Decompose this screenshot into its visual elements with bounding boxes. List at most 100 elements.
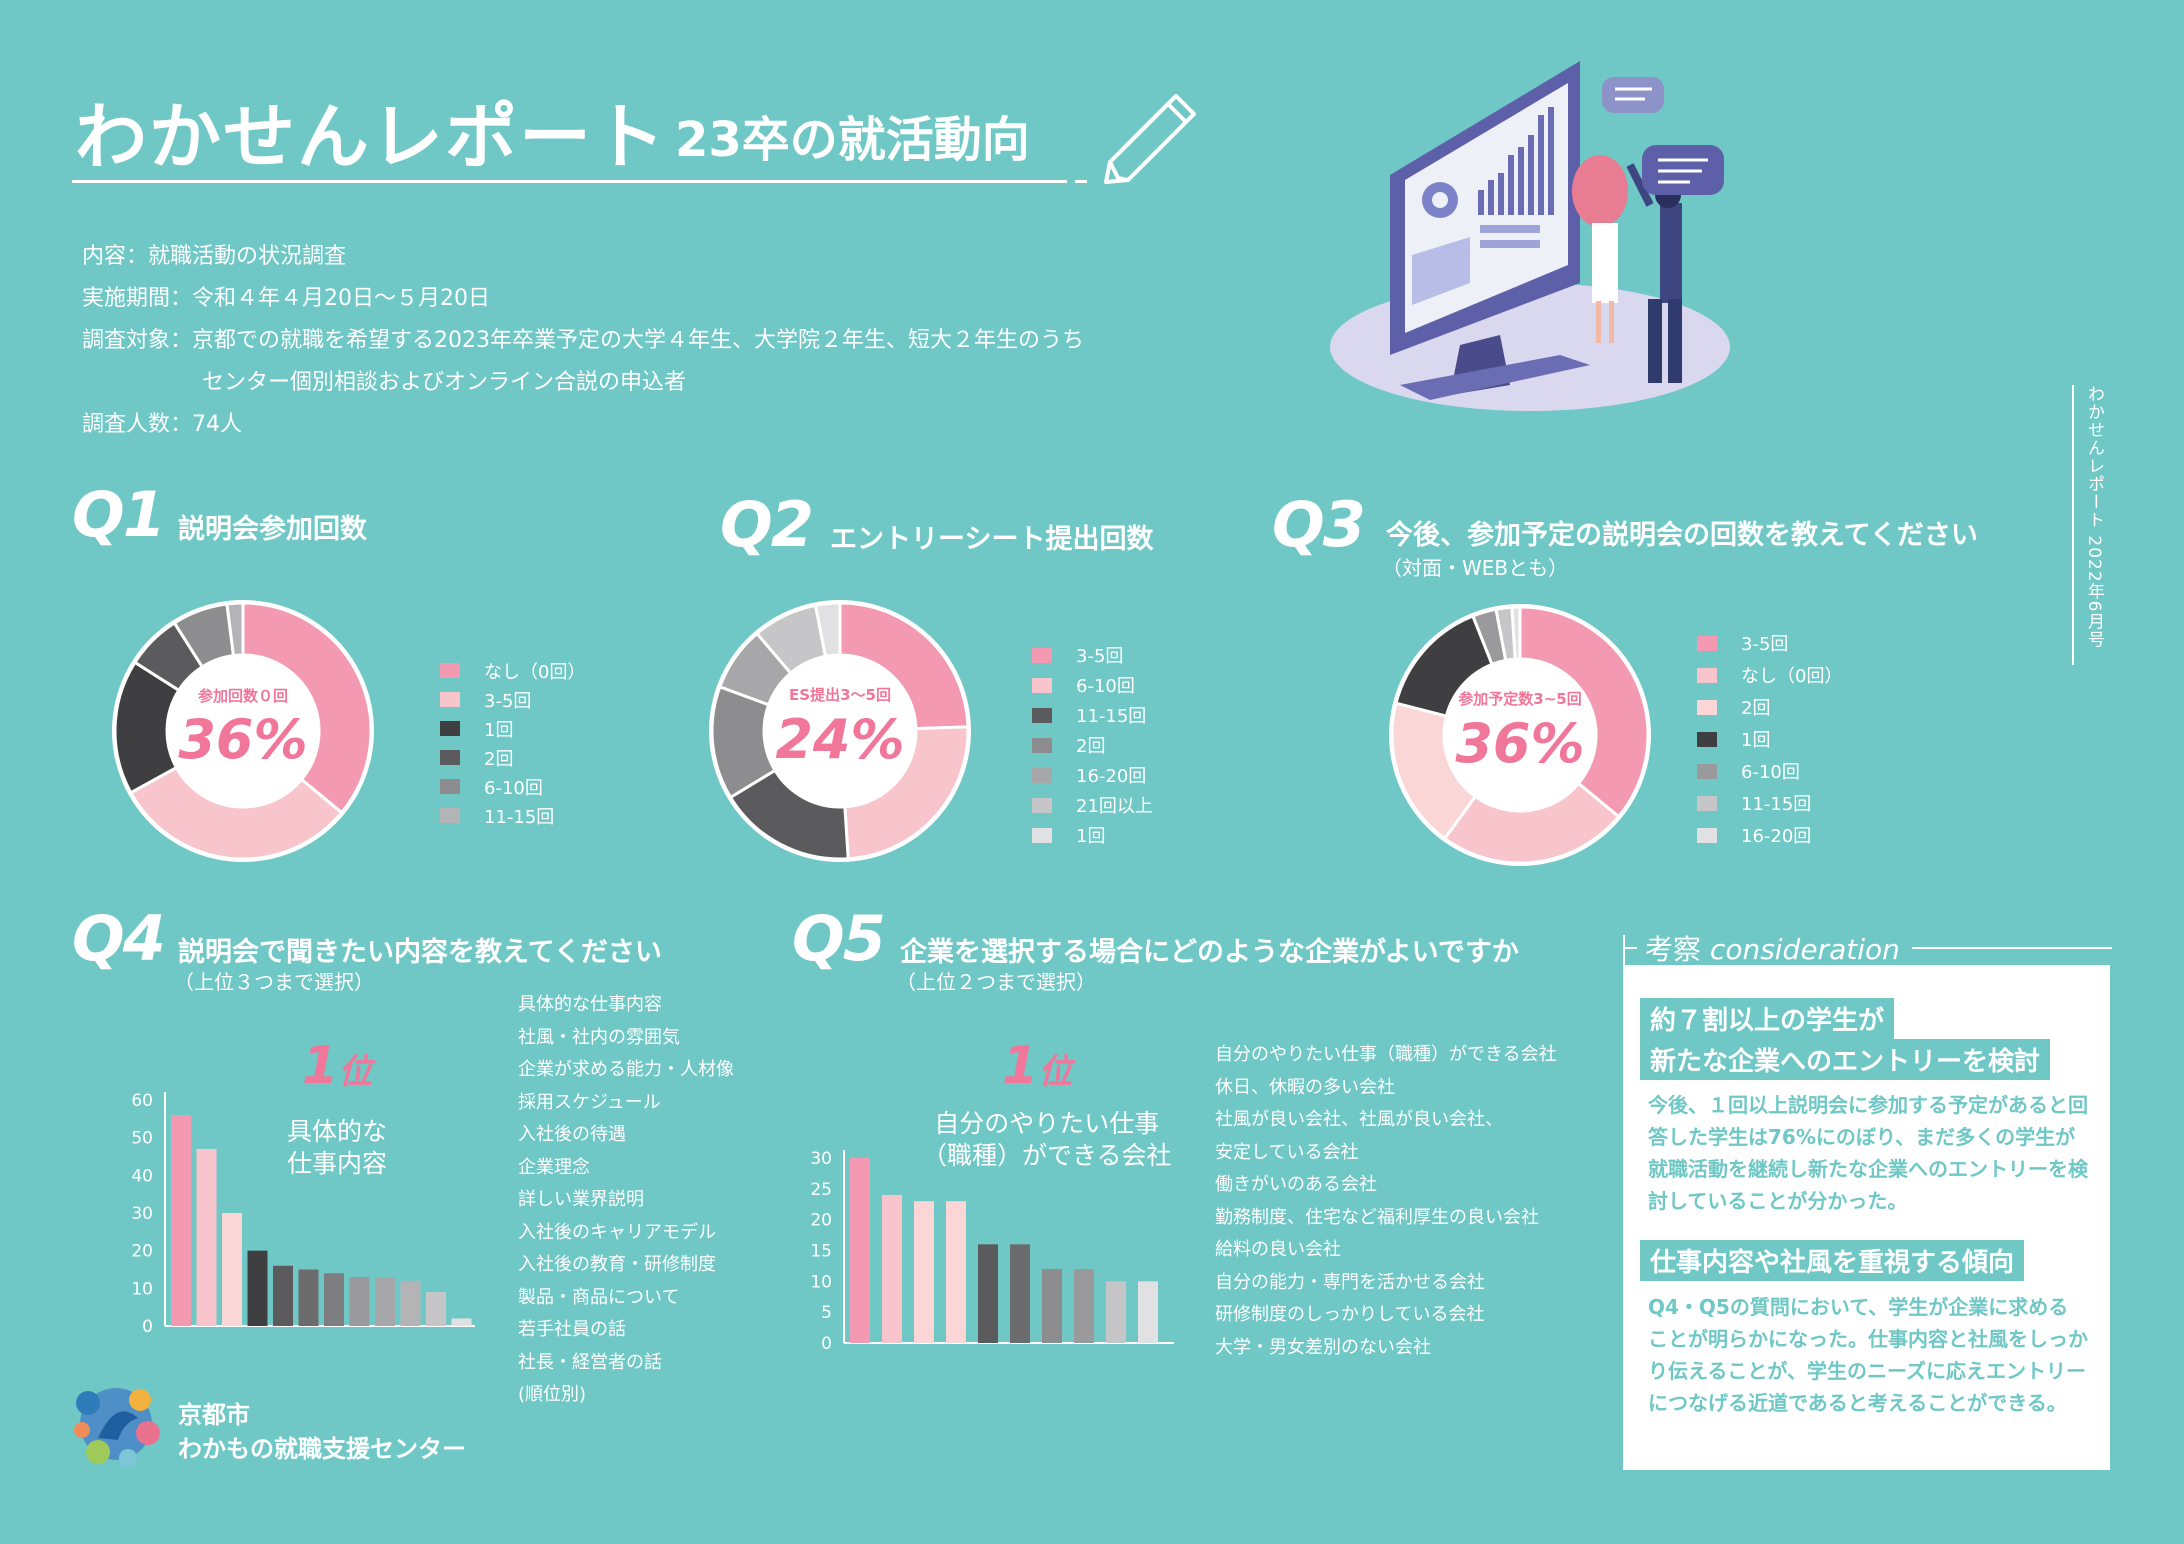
center-name-2: わかもの就職支援センター [178, 1435, 466, 1463]
q1-slice-2 [128, 765, 344, 861]
q4-bar-3 [222, 1213, 242, 1326]
q2-legend-item: 6-10回 [1032, 670, 1153, 700]
vertical-divider [2072, 385, 2074, 665]
q4-bar-11 [426, 1292, 446, 1326]
q3-slice-2 [1442, 781, 1621, 865]
q1-donut-chart: 参加回数０回 36% [112, 600, 374, 862]
q4-ytick: 60 [131, 1091, 153, 1111]
q1-legend-label: 6-10回 [484, 777, 543, 799]
center-name: 京都市 わかもの就職支援センター [178, 1398, 466, 1466]
q5-ytick: 25 [810, 1180, 832, 1200]
q5-ytick: 20 [810, 1211, 832, 1231]
q2-legend-label: 2回 [1076, 736, 1106, 757]
q5-rank-desc-1: 自分のやりたい仕事 [934, 1109, 1160, 1138]
page-title: わかせんレポート [75, 95, 668, 179]
q1-legend-item: 2回 [440, 743, 585, 772]
q2-legend-swatch [1032, 647, 1052, 663]
analytics-illustration [1330, 61, 1730, 411]
q3-legend-label: 3-5回 [1741, 634, 1789, 655]
q4-bar-2 [196, 1148, 217, 1326]
q5-list-item: 研修制度のしっかりしている会社 [1215, 1304, 1485, 1325]
q2-legend-item: 1回 [1032, 820, 1153, 850]
insight-1-heading-2: 新たな企業へのエントリーを検討 [1640, 1039, 2051, 1080]
q2-legend-swatch [1032, 797, 1052, 813]
q4-ytick: 50 [131, 1129, 153, 1149]
q1-legend-label: 1回 [484, 719, 514, 741]
q4-bar-10 [400, 1280, 421, 1326]
period-value: 令和４年４月20日～５月20日 [192, 286, 491, 311]
insight-1-heading-1: 約７割以上の学生が [1640, 998, 1895, 1039]
q3-subtitle: （対面・WEBとも） [1382, 556, 1569, 580]
q5-list-item: 安定している会社 [1215, 1141, 1359, 1163]
q3-legend-swatch [1697, 795, 1717, 811]
q4-ytick: 0 [142, 1317, 153, 1337]
q2-legend: 3-5回 6-10回 11-15回 2回 16-20回 21回以上 1回 [1032, 640, 1153, 850]
q2-legend-item: 16-20回 [1032, 760, 1153, 790]
q4-rank-desc-2: 仕事内容 [287, 1149, 388, 1178]
q4-bar-5 [273, 1265, 293, 1326]
q3-title: 今後、参加予定の説明会の回数を教えてください [1386, 520, 1978, 551]
q2-legend-swatch [1032, 767, 1052, 783]
q1-legend-item: 11-15回 [440, 801, 585, 830]
q3-legend-item: 16-20回 [1697, 819, 1842, 851]
consideration-box: 約７割以上の学生が 新たな企業へのエントリーを検討 今後、１回以上説明会に参加す… [1623, 965, 2110, 1470]
q5-bar-5 [978, 1244, 998, 1343]
q3-donut-chart: 参加予定数3~5回 36% [1389, 604, 1651, 866]
q2-legend-label: 16-20回 [1076, 766, 1147, 787]
target-label: 調査対象： [82, 328, 193, 353]
q5-bar-9 [1106, 1281, 1126, 1343]
q4-ytick: 40 [131, 1166, 153, 1186]
q1-legend-item: 3-5回 [440, 685, 585, 714]
q2-legend-item: 3-5回 [1032, 640, 1153, 670]
q4-bar-1 [171, 1115, 191, 1326]
q5-bar-2 [882, 1195, 902, 1343]
q3-legend-item: 6-10回 [1697, 755, 1842, 787]
q1-legend-label: 2回 [484, 748, 514, 770]
q2-legend-label: 3-5回 [1076, 646, 1124, 667]
q5-bar-4 [946, 1201, 966, 1343]
insight-1-heading: 約７割以上の学生が 新たな企業へのエントリーを検討 [1640, 998, 2051, 1080]
q4-list-item: 採用スケジュール [518, 1091, 661, 1113]
q3-donut-hole [1446, 661, 1594, 809]
q2-legend-label: 11-15回 [1076, 706, 1147, 727]
q3-center-value: 36% [1455, 712, 1584, 775]
q1-title: 説明会参加回数 [178, 514, 367, 545]
q5-ytick: 5 [821, 1303, 832, 1323]
q5-rank-desc: 自分のやりたい仕事 （職種）ができる会社 [922, 1108, 1172, 1172]
q1-legend: なし（0回） 3-5回 1回 2回 6-10回 11-15回 [440, 656, 585, 830]
q5-bar-7 [1042, 1269, 1062, 1343]
q5-rank-desc-2: （職種）ができる会社 [922, 1141, 1172, 1170]
q4-ytick: 10 [131, 1279, 153, 1299]
q5-label: Q5 [792, 902, 886, 975]
q3-legend-label: 6-10回 [1741, 762, 1800, 783]
q2-label: Q2 [720, 488, 814, 561]
q1-legend-swatch [440, 750, 460, 765]
content-value: 就職活動の状況調査 [148, 244, 347, 269]
q5-rank-number: 1 [1002, 1036, 1039, 1096]
q1-legend-item: 6-10回 [440, 772, 585, 801]
q4-subtitle-text: （上位３つまで選択） [174, 970, 374, 994]
q4-list-item: 若手社員の話 [518, 1319, 626, 1340]
q1-legend-item: なし（0回） [440, 656, 585, 685]
title-underline-dash [1075, 180, 1087, 183]
q4-list-item: 入社後の待遇 [518, 1124, 626, 1145]
q2-center-label: ES提出3～5回 [789, 686, 891, 704]
q2-legend-label: 6-10回 [1076, 676, 1135, 697]
q4-bar-chart: 0 10 20 30 40 50 60 [131, 1091, 475, 1337]
q2-donut-hole [766, 657, 914, 805]
q3-legend-item: なし（0回） [1697, 659, 1842, 691]
q5-bar-8 [1074, 1269, 1094, 1343]
q5-list-item: 勤務制度、住宅など福利厚生の良い会社 [1215, 1206, 1539, 1228]
count-value: 74人 [192, 412, 243, 437]
target-value-2: センター個別相談およびオンライン合説の申込者 [202, 370, 687, 395]
q3-legend-label: 11-15回 [1741, 794, 1812, 815]
q4-list-item: 企業理念 [518, 1156, 590, 1178]
q3-legend-label: 16-20回 [1741, 826, 1812, 847]
q4-rank-suffix: 位 [338, 1052, 373, 1092]
q2-legend-swatch [1032, 677, 1052, 693]
q5-rank-badge: 1位 [1002, 1036, 1072, 1096]
q4-list-item: 社風・社内の雰囲気 [518, 1026, 680, 1048]
count-label: 調査人数： [82, 412, 193, 437]
center-logo [74, 1388, 160, 1467]
q4-rank-badge: 1位 [302, 1036, 372, 1096]
